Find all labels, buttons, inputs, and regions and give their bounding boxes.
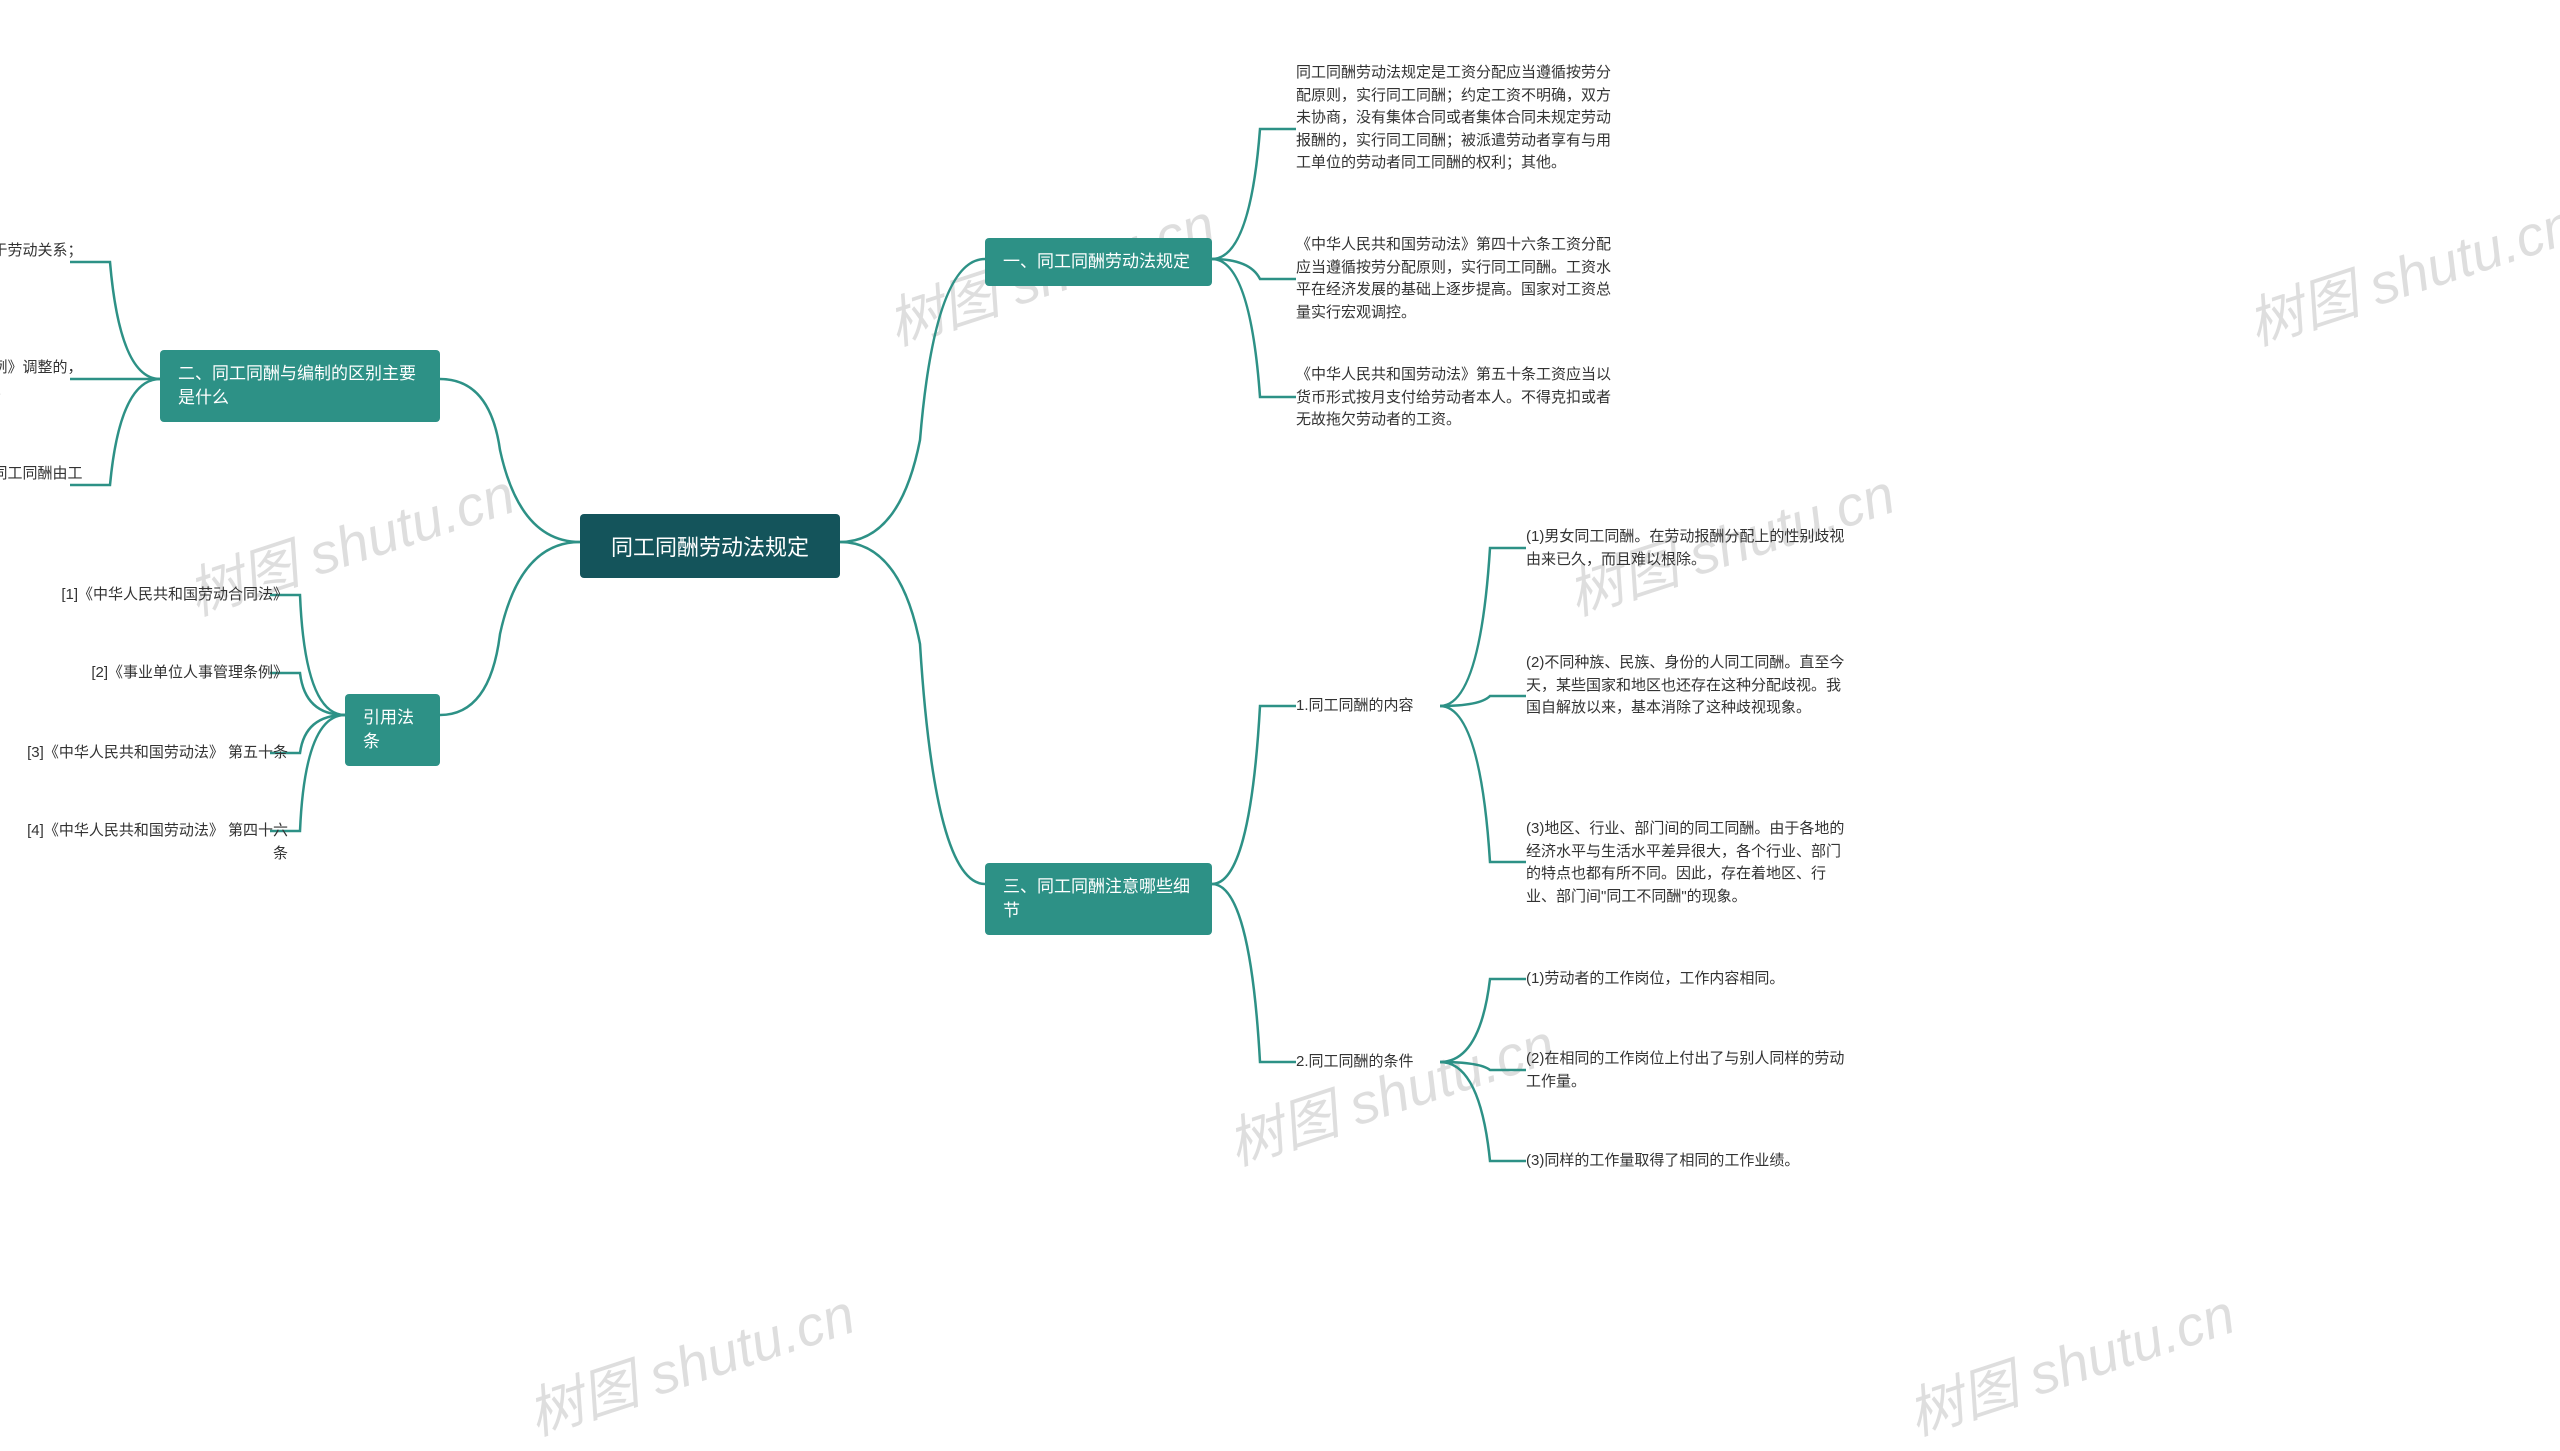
branch-1-label: 一、同工同酬劳动法规定 (1003, 250, 1190, 274)
watermark: 树图 shutu.cn (1896, 1270, 2244, 1451)
watermark: 树图 shutu.cn (516, 1270, 864, 1451)
branch-2-label: 二、同工同酬与编制的区别主要是什么 (178, 362, 422, 410)
branch-1-leaf-0: 同工同酬劳动法规定是工资分配应当遵循按劳分配原则，实行同工同酬；约定工资不明确，… (1296, 62, 1616, 175)
branch-2: 二、同工同酬与编制的区别主要是什么 (160, 350, 440, 422)
root-node: 同工同酬劳动法规定 (580, 514, 840, 578)
branch-3-sub1: 1.同工同酬的内容 (1296, 695, 1414, 718)
branch-2-leaf-2: 3.编制的工资由多方面因素决定，同工同酬由工作量决定。 (0, 463, 90, 508)
branch-3-sub2-leaf-2: (3)同样的工作量取得了相同的工作业绩。 (1526, 1150, 1846, 1173)
branch-3-label: 三、同工同酬注意哪些细节 (1003, 875, 1194, 923)
branch-4: 引用法条 (345, 694, 440, 766)
branch-3: 三、同工同酬注意哪些细节 (985, 863, 1212, 935)
root-label: 同工同酬劳动法规定 (611, 530, 809, 562)
branch-4-leaf-0: [1]《中华人民共和国劳动合同法》 (18, 584, 288, 607)
branch-1-leaf-1: 《中华人民共和国劳动法》第四十六条工资分配应当遵循按劳分配原则，实行同工同酬。工… (1296, 234, 1616, 324)
branch-3-sub2-leaf-1: (2)在相同的工作岗位上付出了与别人同样的劳动工作量。 (1526, 1048, 1846, 1093)
watermark: 树图 shutu.cn (1216, 1000, 1564, 1182)
watermark: 树图 shutu.cn (2236, 180, 2560, 362)
branch-3-sub1-leaf-0: (1)男女同工同酬。在劳动报酬分配上的性别歧视由来已久，而且难以根除。 (1526, 526, 1846, 571)
branch-1: 一、同工同酬劳动法规定 (985, 238, 1212, 286)
branch-3-sub2: 2.同工同酬的条件 (1296, 1051, 1414, 1074)
branch-1-leaf-2: 《中华人民共和国劳动法》第五十条工资应当以货币形式按月支付给劳动者本人。不得克扣… (1296, 364, 1616, 432)
branch-2-leaf-1: 2.编制是由《事业单位人事管理条例》调整的，同工同酬是《劳动合同法》调整的； (0, 357, 90, 402)
branch-3-sub1-leaf-2: (3)地区、行业、部门间的同工同酬。由于各地的经济水平与生活水平差异很大，各个行… (1526, 818, 1846, 908)
branch-4-label: 引用法条 (363, 706, 422, 754)
branch-4-leaf-3: [4]《中华人民共和国劳动法》 第四十六条 (18, 820, 288, 865)
branch-3-sub1-leaf-1: (2)不同种族、民族、身份的人同工同酬。直至今天，某些国家和地区也还存在这种分配… (1526, 652, 1846, 720)
branch-4-leaf-1: [2]《事业单位人事管理条例》 (18, 662, 288, 685)
branch-4-leaf-2: [3]《中华人民共和国劳动法》 第五十条 (18, 742, 288, 765)
branch-2-leaf-0: 1.编制属于人事关系，同工同酬属于劳动关系； (0, 240, 90, 263)
branch-3-sub2-leaf-0: (1)劳动者的工作岗位，工作内容相同。 (1526, 968, 1846, 991)
